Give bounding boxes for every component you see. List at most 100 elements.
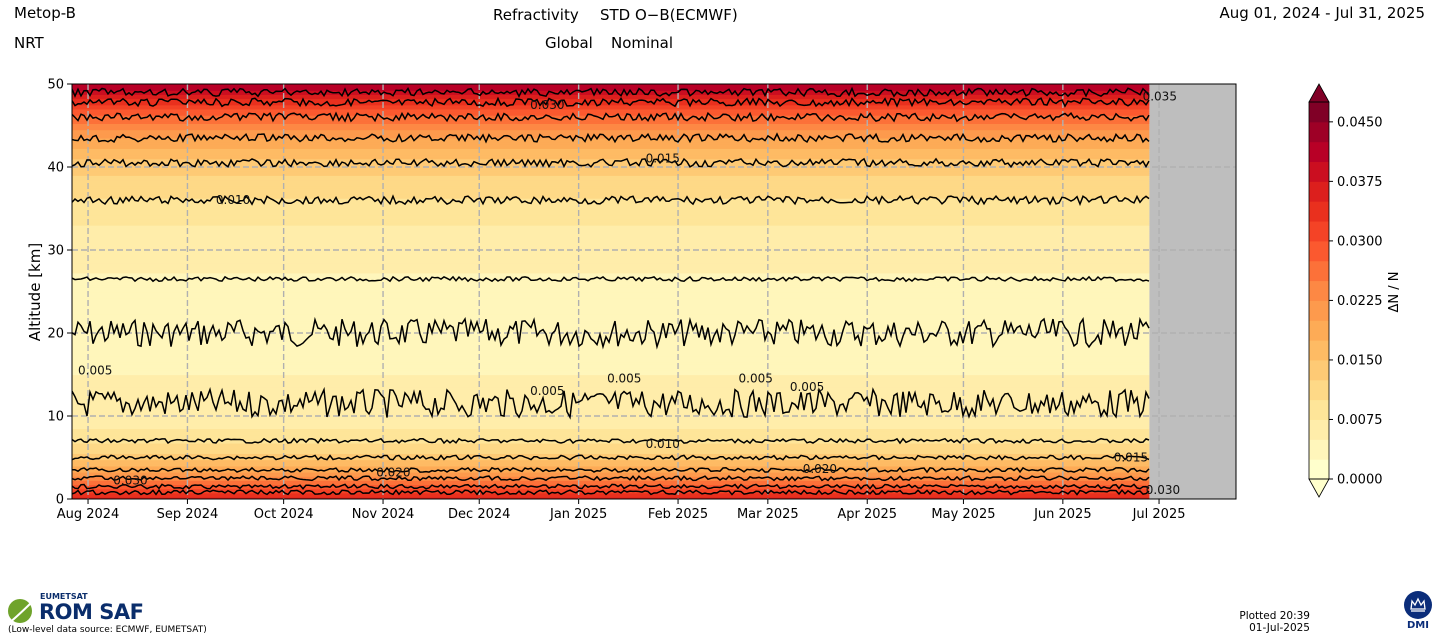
heatmap-cell bbox=[72, 293, 1150, 297]
plotted-date: 01-Jul-2025 bbox=[1249, 622, 1310, 634]
x-tick-label: Feb 2025 bbox=[648, 507, 708, 522]
contour-line bbox=[72, 488, 1150, 496]
heatmap-cell bbox=[72, 384, 1150, 388]
heatmap-cell bbox=[72, 169, 1150, 172]
heatmap-cell bbox=[72, 98, 1150, 102]
heatmap-cell bbox=[72, 274, 1150, 278]
heatmap-cell bbox=[72, 303, 1150, 307]
heatmap-cell bbox=[72, 225, 1150, 228]
dmi-logo: DMI bbox=[1402, 590, 1434, 631]
contour-line bbox=[72, 437, 1150, 445]
heatmap-cell bbox=[72, 140, 1150, 143]
contour-line bbox=[72, 86, 1150, 99]
colorbar-cell bbox=[1309, 359, 1329, 381]
heatmap-cell bbox=[72, 364, 1150, 367]
colorbar-tick-label: 0.0150 bbox=[1337, 353, 1383, 368]
satellite-name: Metop-B bbox=[14, 4, 76, 22]
colorbar-cell bbox=[1309, 221, 1329, 242]
y-tick-label: 40 bbox=[47, 161, 64, 176]
heatmap-cell bbox=[72, 351, 1150, 355]
heatmap-cell bbox=[72, 108, 1150, 112]
heatmap-cell bbox=[72, 272, 1150, 276]
contour-label: 0.005 bbox=[607, 372, 641, 386]
colorbar-cell bbox=[1309, 280, 1329, 301]
contour-label: 0.020 bbox=[376, 465, 410, 479]
heatmap-cell bbox=[72, 374, 1150, 378]
heatmap-cell bbox=[72, 86, 1150, 89]
x-tick-label: Nov 2024 bbox=[352, 507, 415, 522]
heatmap-cell bbox=[72, 355, 1150, 359]
y-tick-label: 50 bbox=[47, 78, 64, 93]
colorbar-tick-label: 0.0225 bbox=[1337, 294, 1383, 309]
heatmap-cell bbox=[72, 353, 1150, 357]
heatmap-cell bbox=[72, 347, 1150, 351]
heatmap-cell bbox=[72, 231, 1150, 234]
heatmap-cell bbox=[72, 227, 1150, 230]
colorbar-cell bbox=[1309, 320, 1329, 341]
heatmap-cell bbox=[72, 104, 1150, 108]
heatmap-cell bbox=[72, 368, 1150, 371]
heatmap-cell bbox=[72, 324, 1150, 328]
heatmap-cell bbox=[72, 127, 1150, 131]
heatmap-cell bbox=[72, 436, 1150, 440]
colorbar-tick-label: 0.0300 bbox=[1337, 234, 1383, 249]
heatmap-cell bbox=[72, 214, 1150, 218]
heatmap-cell bbox=[72, 463, 1150, 467]
x-tick-label: Mar 2025 bbox=[737, 507, 799, 522]
heatmap-cell bbox=[72, 378, 1150, 382]
colorbar-cell bbox=[1309, 141, 1329, 163]
x-tick-label: Apr 2025 bbox=[837, 507, 897, 522]
contour-label: 0.005 bbox=[739, 372, 773, 386]
heatmap-cell bbox=[72, 117, 1150, 120]
heatmap-cell bbox=[72, 393, 1150, 396]
heatmap-cell bbox=[72, 440, 1150, 444]
x-tick-label: May 2025 bbox=[931, 507, 995, 522]
heatmap-cell bbox=[72, 283, 1150, 286]
x-tick-label: Oct 2024 bbox=[254, 507, 314, 522]
heatmap-cell bbox=[72, 345, 1150, 349]
heatmap-cell bbox=[72, 137, 1150, 141]
heatmap-cell bbox=[72, 208, 1150, 212]
heatmap-cell bbox=[72, 220, 1150, 224]
colorbar-cell bbox=[1309, 181, 1329, 202]
plot-frame bbox=[71, 83, 1237, 500]
heatmap-cell bbox=[72, 482, 1150, 486]
heatmap-cell bbox=[72, 193, 1150, 197]
heatmap-cell bbox=[72, 420, 1150, 423]
heatmap-cell bbox=[72, 380, 1150, 384]
heatmap-cell bbox=[72, 461, 1150, 465]
contour-label: 0.010 bbox=[646, 437, 680, 451]
y-tick-label: 30 bbox=[47, 244, 64, 259]
heatmap-cell bbox=[72, 318, 1150, 322]
heatmap-cell bbox=[72, 264, 1150, 268]
eumetsat-small: EUMETSAT bbox=[40, 592, 88, 601]
heatmap-cell bbox=[72, 310, 1150, 313]
dmi-text: DMI bbox=[1407, 620, 1429, 631]
contour-line bbox=[72, 386, 1150, 420]
heatmap-cell bbox=[72, 403, 1150, 407]
heatmap-cell bbox=[72, 469, 1150, 473]
contour-line bbox=[72, 316, 1150, 350]
heatmap-cell bbox=[72, 289, 1150, 293]
heatmap-cell bbox=[72, 150, 1150, 154]
heatmap-cell bbox=[72, 299, 1150, 303]
heatmap-cell bbox=[72, 492, 1150, 496]
heatmap-cell bbox=[72, 386, 1150, 390]
heatmap-cell bbox=[72, 241, 1150, 245]
contour-label: 0.030 bbox=[1146, 483, 1180, 497]
heatmap-cell bbox=[72, 445, 1150, 448]
heatmap-cell bbox=[72, 218, 1150, 222]
heatmap-cell bbox=[72, 187, 1150, 191]
heatmap-cell bbox=[72, 229, 1150, 232]
heatmap-cell bbox=[72, 106, 1150, 110]
heatmap-cell bbox=[72, 239, 1150, 243]
colorbar-cell bbox=[1309, 439, 1329, 460]
heatmap-cell bbox=[72, 328, 1150, 332]
contour-label: 0.005 bbox=[790, 380, 824, 394]
heatmap-cell bbox=[72, 171, 1150, 174]
heatmap-cell bbox=[72, 177, 1150, 181]
leaf-icon bbox=[7, 597, 37, 625]
no-data-region bbox=[1149, 84, 1236, 499]
colorbar-cell bbox=[1309, 260, 1329, 282]
heatmap-cell bbox=[72, 451, 1150, 454]
